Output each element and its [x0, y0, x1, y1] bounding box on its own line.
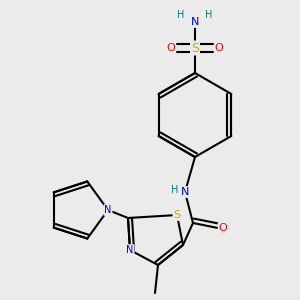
Text: O: O	[167, 43, 176, 53]
Text: N: N	[104, 205, 112, 215]
Text: N: N	[126, 245, 134, 255]
Text: N: N	[191, 17, 199, 27]
Text: N: N	[181, 187, 189, 197]
Text: S: S	[191, 41, 199, 55]
Text: O: O	[214, 43, 224, 53]
Text: O: O	[219, 223, 227, 233]
Text: H: H	[205, 10, 213, 20]
Text: H: H	[177, 10, 185, 20]
Text: H: H	[171, 185, 179, 195]
Text: S: S	[173, 210, 181, 220]
